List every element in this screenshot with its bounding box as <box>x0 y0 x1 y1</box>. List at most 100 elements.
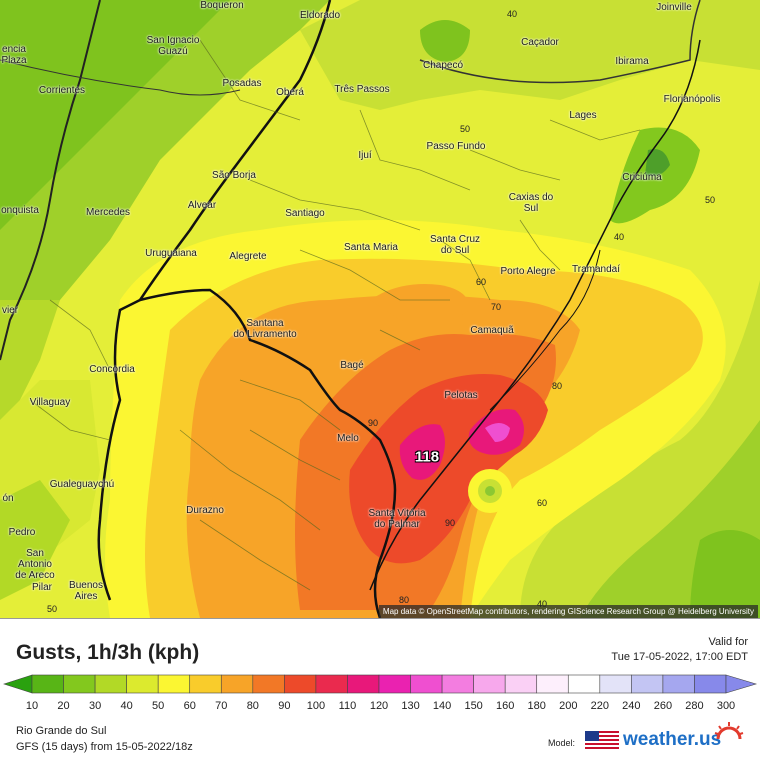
region-name: Rio Grande do Sul <box>16 725 107 737</box>
us-flag-icon <box>585 731 619 751</box>
place-label: Boqueron <box>200 0 244 11</box>
scale-tick-label: 280 <box>685 700 704 712</box>
scale-tick-label: 70 <box>215 700 228 712</box>
place-label: Melo <box>337 433 359 444</box>
place-label: Bagé <box>340 360 364 371</box>
place-label: Lages <box>569 110 597 121</box>
legend-title: Gusts, 1h/3h (kph) <box>16 641 200 664</box>
scale-tick-label: 240 <box>622 700 641 712</box>
scale-tick-label: 220 <box>590 700 609 712</box>
scale-swatch <box>189 674 222 694</box>
contour-label: 90 <box>444 518 456 528</box>
contour-label: 40 <box>613 232 625 242</box>
place-label: Posadas <box>222 78 262 89</box>
place-label: Oberá <box>276 87 304 98</box>
valid-label: Valid for <box>708 636 748 648</box>
scale-tick-label: 260 <box>653 700 673 712</box>
place-label: Uruguaiana <box>145 248 197 259</box>
contour-label: 60 <box>536 498 548 508</box>
scale-swatch <box>410 674 443 694</box>
place-label: Santiago <box>285 208 325 219</box>
place-label: Camaquã <box>470 325 514 336</box>
color-scale-labels: 10 20 30 40 50 60 70 80 90 100 110 120 130 140 150 160 1… <box>0 700 760 714</box>
scale-tick-label: 50 <box>152 700 165 712</box>
place-label: Alvear <box>187 200 217 211</box>
sun-logo-icon <box>714 722 744 740</box>
scale-tick-label: 160 <box>495 700 515 712</box>
contour-label: 50 <box>46 604 58 614</box>
contour-label: 60 <box>475 277 487 287</box>
place-label: Santa Cruz do Sul <box>429 234 481 256</box>
scale-tick-label: 60 <box>183 700 196 712</box>
scale-tick-label: 20 <box>57 700 70 712</box>
place-label: Concordia <box>89 364 135 375</box>
scale-swatch <box>694 674 727 694</box>
place-label: Pedro <box>8 527 36 538</box>
scale-tick-label: 150 <box>464 700 483 712</box>
scale-tick-label: 110 <box>338 700 357 712</box>
scale-swatch <box>347 674 380 694</box>
scale-tick-label: 140 <box>432 700 452 712</box>
scale-swatch <box>599 674 632 694</box>
place-label: Santa Vitória do Palmar <box>368 508 426 530</box>
brand-logo[interactable]: weather.us <box>623 729 721 751</box>
color-scale-bar <box>3 674 758 694</box>
place-label: Ijuí <box>358 150 372 161</box>
contour-label: 80 <box>398 595 410 605</box>
place-label: Caçador <box>521 37 559 48</box>
scale-tick-label: 30 <box>88 700 102 712</box>
place-label: San Ignacio Guazú <box>146 35 200 57</box>
contour-label: 70 <box>490 302 502 312</box>
gust-field <box>0 0 760 618</box>
scale-swatch <box>157 674 191 694</box>
legend-panel: Gusts, 1h/3h (kph) Valid for Tue 17-05-2… <box>0 618 760 761</box>
scale-swatch <box>31 674 64 694</box>
scale-swatch <box>315 674 348 694</box>
max-gust-value: 118 <box>414 448 440 466</box>
place-label: Joinville <box>656 2 692 13</box>
scale-tick-label: 10 <box>25 700 39 712</box>
scale-arrow-left <box>3 674 33 694</box>
scale-swatch <box>473 674 506 694</box>
contour-label: 40 <box>536 599 548 609</box>
place-label: vier <box>1 305 19 316</box>
scale-tick-label: 130 <box>401 700 420 712</box>
place-label: Villaguay <box>29 397 71 408</box>
scale-tick-label: 40 <box>120 700 133 712</box>
place-label: Mercedes <box>86 207 130 218</box>
place-label: Corrientes <box>38 85 86 96</box>
place-label: onquista <box>1 205 39 216</box>
scale-swatch <box>252 674 285 694</box>
scale-swatch <box>284 674 317 694</box>
place-label: Ibirama <box>615 56 649 67</box>
place-label: Criciúma <box>622 172 662 183</box>
gust-map[interactable]: Joinville Boqueron Eldorado Caçador San Igna… <box>0 0 760 618</box>
scale-tick-label: 90 <box>278 700 291 712</box>
contour-label: 90 <box>367 418 379 428</box>
scale-swatch <box>378 674 411 694</box>
place-label: Gualeguaychú <box>49 479 115 490</box>
place-label: encia Plaza <box>1 44 27 66</box>
scale-tick-label: 120 <box>369 700 389 712</box>
contour-label: 50 <box>704 195 716 205</box>
place-label: Santana do Livramento <box>233 318 297 340</box>
scale-swatch <box>662 674 695 694</box>
place-label: Alegrete <box>229 251 267 262</box>
scale-swatch <box>504 674 538 694</box>
brand-name: weather <box>623 729 694 750</box>
place-label: Pelotas <box>444 390 478 401</box>
brand-tld: .us <box>693 729 722 750</box>
place-label: Eldorado <box>299 10 341 21</box>
scale-tick-label: 300 <box>716 700 736 712</box>
valid-time: Tue 17-05-2022, 17:00 EDT <box>611 651 748 663</box>
place-label: Passo Fundo <box>426 141 486 152</box>
place-label: Porto Alegre <box>500 266 556 277</box>
scale-swatch <box>94 674 127 694</box>
scale-tick-label: 100 <box>306 700 326 712</box>
place-label: Três Passos <box>334 84 390 95</box>
scale-arrow-right <box>725 674 758 694</box>
scale-swatch <box>536 674 569 694</box>
model-run-info: GFS (15 days) from 15-05-2022/18z <box>16 741 193 753</box>
scale-swatch <box>126 674 159 694</box>
place-label: Buenos Aires <box>69 580 103 602</box>
